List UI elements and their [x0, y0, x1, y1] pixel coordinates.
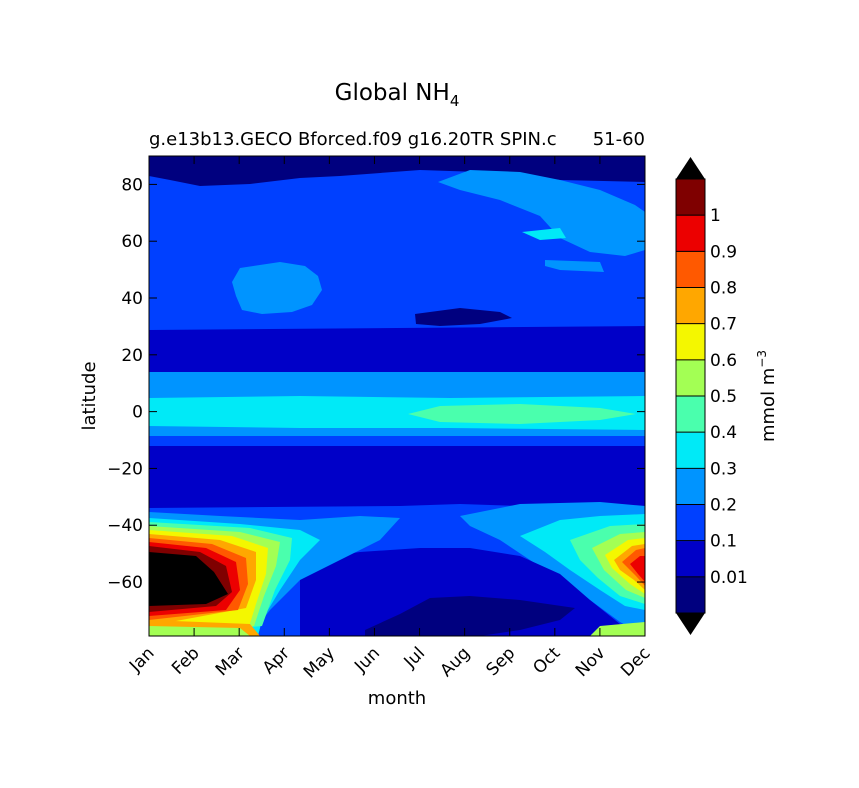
colorbar-tick-label: 1: [710, 206, 721, 226]
y-tick-label: 20: [121, 346, 143, 366]
y-tick-label: −60: [107, 573, 143, 593]
region-sh-subtropic-low: [149, 446, 645, 508]
region-jul-low: [415, 308, 512, 326]
x-tick-label: Oct: [529, 643, 564, 678]
colorbar-segment: [676, 287, 705, 325]
region-sh-winter-very-low: [365, 596, 575, 636]
colorbar-segment: [676, 359, 705, 397]
region-nh-small-cyan: [522, 228, 566, 240]
y-tick-label: −20: [107, 459, 143, 479]
y-tick-label: 80: [121, 175, 143, 195]
colorbar-segment: [676, 396, 705, 433]
x-tick-label: Apr: [259, 643, 294, 678]
year-range-label: 51-60: [593, 129, 645, 150]
colorbar-tick-label: 0.6: [710, 351, 737, 371]
colorbar-segment: [676, 468, 705, 505]
plot-frame: [148, 155, 646, 637]
colorbar-segment: [676, 179, 705, 216]
colorbar-extend-top: [676, 157, 705, 179]
y-axis: 80 60 40 20 0 −20 −40 −60: [107, 175, 645, 593]
run-name-label: g.e13b13.GECO Bforced.f09 g16.20TR SPIN.…: [149, 129, 557, 150]
colorbar-label: mmol m−3: [755, 350, 779, 442]
region-nh-subtropic-low: [149, 326, 645, 372]
x-axis-label: month: [368, 688, 426, 709]
region-nh-spring-patch: [232, 262, 322, 314]
colorbar-tick-label: 0.7: [710, 315, 737, 335]
region-sh-edge-lime-right: [590, 622, 645, 636]
x-tick-label: Jun: [350, 643, 384, 677]
x-tick-label: Sep: [482, 643, 519, 680]
chart-title: Global NH4: [335, 80, 460, 110]
y-tick-label: −40: [107, 516, 143, 536]
colorbar-segment: [676, 323, 705, 361]
colorbar-extend-bottom: [676, 613, 705, 635]
contour-plot-area: [149, 156, 645, 636]
x-tick-label: Jan: [125, 643, 158, 676]
colorbar-tick-label: 0.3: [710, 459, 737, 479]
x-tick-label: May: [300, 643, 339, 682]
colorbar-segment: [676, 504, 705, 542]
colorbar-segment: [676, 576, 705, 614]
y-tick-label: 0: [132, 403, 143, 423]
colorbar-tick-label: 0.01: [710, 568, 748, 588]
region-sh-autumn-red: [630, 556, 645, 582]
colorbar-tick-label: 0.8: [710, 279, 737, 299]
region-nh-small-patch: [545, 260, 604, 272]
colorbar-segment: [676, 432, 705, 469]
colorbar-tick-label: 0.5: [710, 387, 737, 407]
region-nh-autumn-patch: [438, 170, 645, 256]
colorbar-segment: [676, 215, 705, 252]
y-axis-label: latitude: [79, 361, 100, 430]
colorbar-segment: [676, 251, 705, 288]
x-tick-label: Aug: [437, 643, 475, 681]
colorbar-tick-label: 0.9: [710, 242, 737, 262]
colorbar-segment: [676, 540, 705, 578]
region-sh-edge-lime: [149, 626, 250, 636]
region-equatorial-green: [408, 404, 636, 424]
y-tick-label: 40: [121, 289, 143, 309]
x-tick-label: Nov: [572, 643, 610, 681]
colorbar-tick-label: 0.2: [710, 496, 737, 516]
colorbar: 0.01 0.1 0.2 0.3 0.4 0.5 0.6 0.7 0.8 0.9 1: [675, 157, 748, 635]
colorbar-tick-label: 0.4: [710, 423, 737, 443]
region-arctic-low: [149, 156, 645, 186]
x-tick-label: Feb: [168, 643, 203, 678]
y-tick-label: 60: [121, 232, 143, 252]
x-tick-label: Dec: [617, 643, 654, 680]
x-tick-label: Jul: [400, 643, 429, 672]
x-tick-label: Mar: [212, 643, 249, 680]
region-sh-summer-extreme: [149, 552, 228, 606]
colorbar-tick-label: 0.1: [710, 532, 737, 552]
